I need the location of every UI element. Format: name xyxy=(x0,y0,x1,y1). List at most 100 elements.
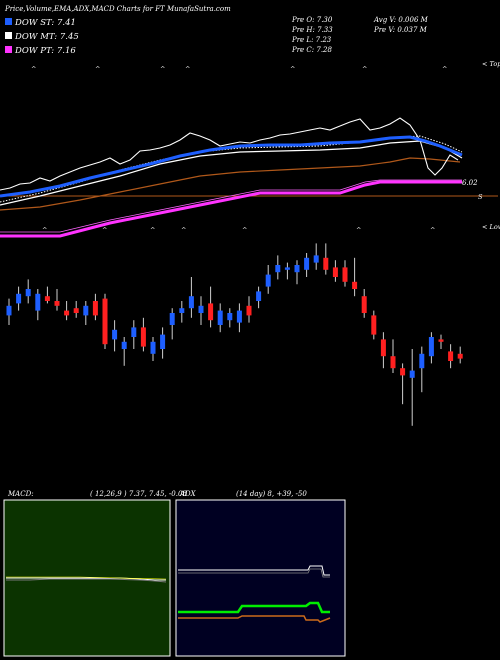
low-markers: ^ ^ ^ ^ ^ ^ ^ xyxy=(42,226,435,234)
candle-body xyxy=(169,313,175,325)
candle-body xyxy=(294,265,300,273)
adx-plus-di-line xyxy=(178,601,330,614)
macd-label: MACD: xyxy=(7,490,34,498)
candle-body xyxy=(390,356,396,369)
candle xyxy=(150,337,156,361)
candle-body xyxy=(25,289,31,297)
top-marker: ^ xyxy=(160,65,165,73)
price-mark: S xyxy=(478,193,483,201)
legend-swatch-mt xyxy=(5,32,12,39)
macd-histogram-line xyxy=(6,576,167,580)
candle-body xyxy=(44,296,50,301)
candle-body xyxy=(179,308,185,313)
legend: DOW ST: 7.41 DOW MT: 7.45 DOW PT: 7.16 xyxy=(5,18,79,56)
candle-body xyxy=(92,301,98,316)
candle-body xyxy=(448,351,454,361)
candle xyxy=(409,349,415,426)
candle-body xyxy=(361,296,367,313)
candle xyxy=(438,334,444,349)
stat-low: Pre L: 7.23 xyxy=(291,36,332,44)
top-marker: ^ xyxy=(31,65,36,73)
candle-body xyxy=(352,281,358,289)
candle xyxy=(236,303,242,333)
legend-dow-st: DOW ST: 7.41 xyxy=(14,18,76,28)
adx-panel: ADX (14 day) 8, +39, -50 xyxy=(175,490,346,657)
candle xyxy=(140,317,146,352)
stat-volume: Pre V: 0.037 M xyxy=(373,26,428,34)
candle-body xyxy=(160,334,166,349)
ema-lines xyxy=(0,117,498,238)
top-marker: ^ xyxy=(362,65,367,73)
candle xyxy=(198,296,204,325)
candle-body xyxy=(227,313,233,321)
macd-signal-line xyxy=(6,578,167,583)
candle xyxy=(380,332,386,369)
candle xyxy=(112,320,118,352)
candle-body xyxy=(400,368,406,376)
low-marker: ^ xyxy=(181,226,186,234)
candle-body xyxy=(323,257,329,270)
candle-body xyxy=(284,267,290,270)
candle xyxy=(44,286,50,304)
candle-body xyxy=(275,265,281,273)
candle xyxy=(121,337,127,366)
macd-params: ( 12,26,9 ) 7.37, 7.45, -0.08 xyxy=(90,490,187,498)
candle xyxy=(54,289,60,311)
candle-body xyxy=(112,329,118,340)
low-marker: ^ xyxy=(356,226,361,234)
candle-body xyxy=(342,267,348,282)
top-marker: ^ xyxy=(185,65,190,73)
candle xyxy=(352,257,358,297)
candle xyxy=(188,277,194,318)
candle-body xyxy=(16,293,22,304)
candle xyxy=(284,262,290,280)
chart-title: Price,Volume,EMA,ADX,MACD Charts for FT … xyxy=(4,5,231,13)
candle xyxy=(390,339,396,373)
low-marker: ^ xyxy=(102,226,107,234)
candle xyxy=(304,253,310,277)
candle xyxy=(73,301,79,318)
candle xyxy=(428,332,434,364)
candle xyxy=(16,286,22,311)
candle-body xyxy=(140,327,146,347)
candle xyxy=(64,301,70,321)
adx-label: ADX xyxy=(179,490,197,498)
low-marker: ^ xyxy=(242,226,247,234)
macd-panel: MACD: ( 12,26,9 ) 7.37, 7.45, -0.08 xyxy=(3,490,187,657)
top-marker: ^ xyxy=(290,65,295,73)
legend-swatch-pt xyxy=(5,46,12,53)
candle xyxy=(92,293,98,321)
candle-body xyxy=(428,337,434,357)
candle xyxy=(160,327,166,359)
candle xyxy=(371,310,377,340)
adx-minus-di-line xyxy=(178,615,331,623)
candle-body xyxy=(217,310,223,325)
candle-body xyxy=(236,310,242,323)
candle-body xyxy=(54,301,60,306)
candle xyxy=(208,286,214,328)
candle-body xyxy=(6,305,12,316)
candle xyxy=(400,363,406,405)
candle-body xyxy=(35,293,41,311)
legend-swatch-st xyxy=(5,18,12,25)
candle xyxy=(83,301,89,325)
candle xyxy=(35,289,41,321)
candle xyxy=(179,301,185,323)
candle xyxy=(169,308,175,340)
candle xyxy=(457,346,463,364)
tops-label: < Tops xyxy=(482,60,500,68)
price-label: 6.02 xyxy=(462,179,478,187)
candle-body xyxy=(150,341,156,354)
stat-avg-volume: Avg V: 0.006 M xyxy=(373,16,429,24)
ema-white-jagged-line xyxy=(0,117,459,191)
adx-plot-area xyxy=(175,499,346,657)
candle-body xyxy=(409,370,415,378)
adx-gray-line xyxy=(178,568,330,578)
candle-body xyxy=(265,274,271,287)
candle-body xyxy=(73,308,79,313)
candle xyxy=(256,286,262,309)
low-marker: ^ xyxy=(430,226,435,234)
candle xyxy=(419,346,425,393)
candle xyxy=(323,243,329,275)
adx-white-line xyxy=(178,565,330,576)
